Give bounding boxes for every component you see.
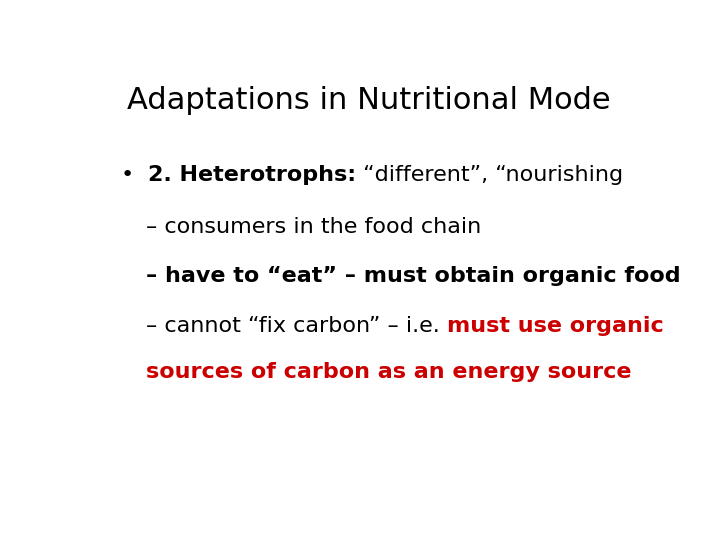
Text: sources of carbon as an energy source: sources of carbon as an energy source: [145, 362, 631, 382]
Text: must use organic: must use organic: [446, 316, 663, 336]
Text: have to “eat” – must obtain organic food: have to “eat” – must obtain organic food: [165, 266, 680, 286]
Text: 2. Heterotrophs:: 2. Heterotrophs:: [148, 165, 356, 185]
Text: •: •: [121, 165, 148, 185]
Text: “different”, “nourishing: “different”, “nourishing: [356, 165, 624, 185]
Text: –: –: [145, 266, 165, 286]
Text: – cannot “fix carbon” – i.e.: – cannot “fix carbon” – i.e.: [145, 316, 446, 336]
Text: – consumers in the food chain: – consumers in the food chain: [145, 217, 481, 237]
Text: Adaptations in Nutritional Mode: Adaptations in Nutritional Mode: [127, 85, 611, 114]
